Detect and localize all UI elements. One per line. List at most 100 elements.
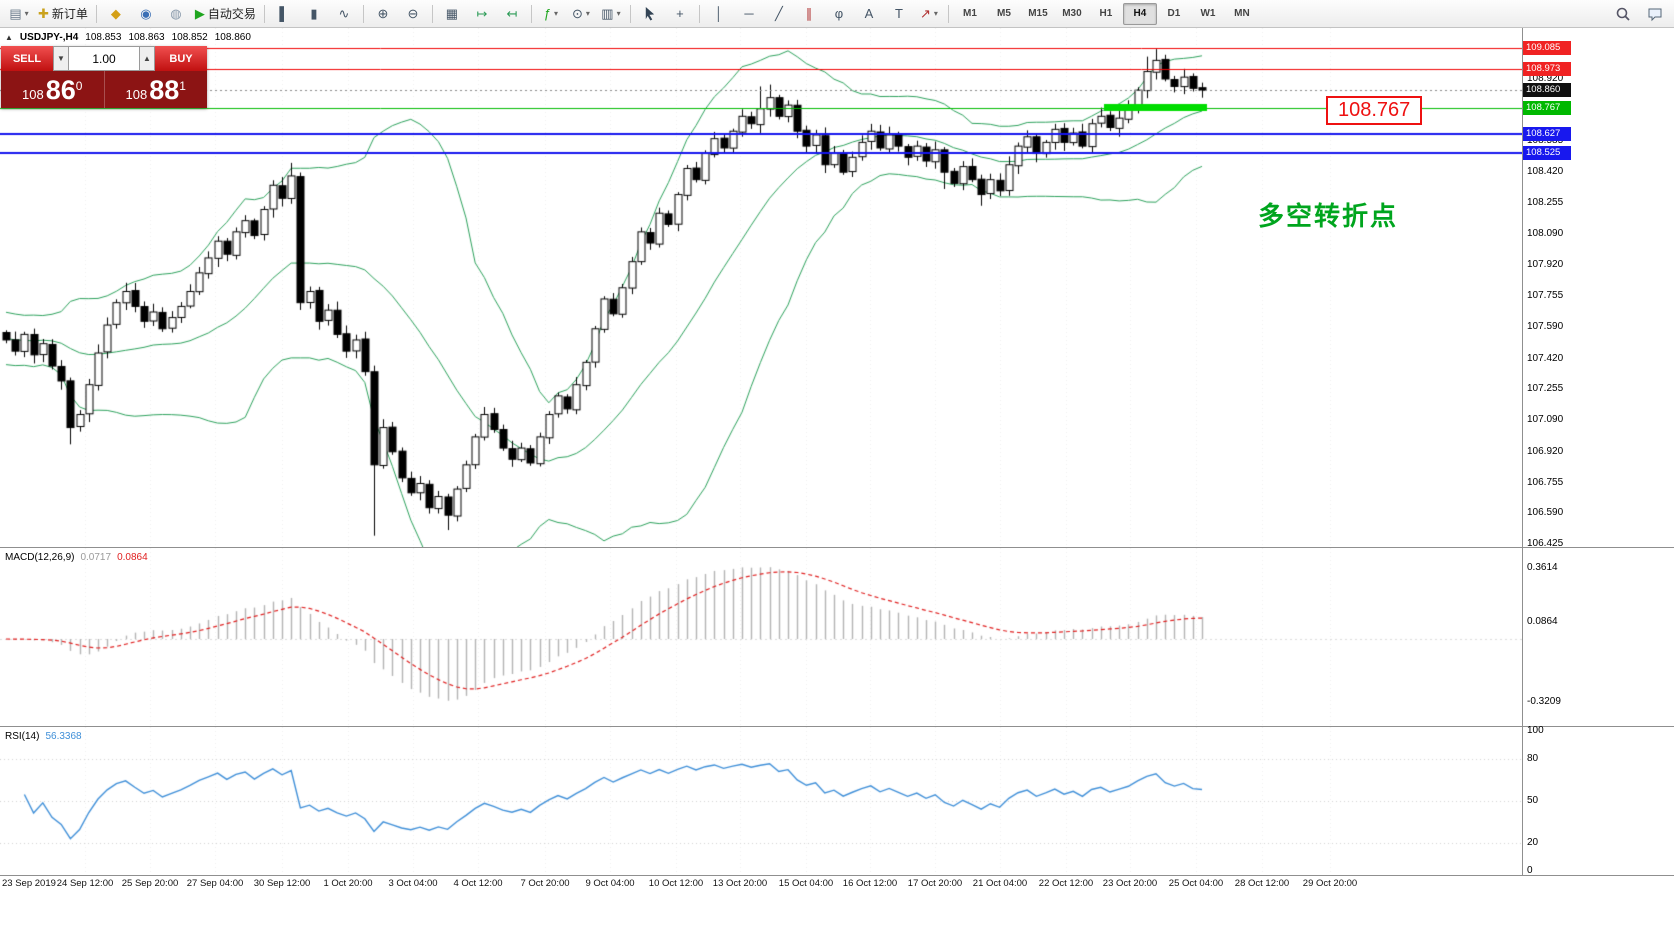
fibonacci-button[interactable]: φ [824, 2, 854, 26]
zoom-out-button[interactable]: ⊖ [398, 2, 428, 26]
timeframe-mn-button[interactable]: MN [1234, 8, 1250, 19]
timeframe-m1-button[interactable]: M1 [962, 8, 977, 19]
bar-chart-button[interactable]: ▌ [269, 2, 299, 26]
timeframe-m15-button[interactable]: M15 [1028, 8, 1048, 19]
main-chart-canvas[interactable] [0, 28, 1522, 547]
time-tick-label: 3 Oct 04:00 [388, 878, 438, 889]
crosshair-icon: + [676, 6, 684, 21]
volume-decrease-button[interactable]: ▼ [53, 46, 69, 71]
crosshair-button[interactable]: + [665, 2, 695, 26]
candlestick-chart-button[interactable]: ▮ [299, 2, 329, 26]
vertical-line-button[interactable]: │ [704, 2, 734, 26]
one-click-trading-panel: SELL ▼ ▲ BUY 108 86 0 108 88 1 [1, 46, 207, 108]
timeframe-w1-button[interactable]: W1 [1200, 8, 1216, 19]
search-icon [1615, 6, 1631, 22]
price-scale-label: 108.920 [1527, 73, 1564, 84]
volume-input[interactable] [69, 47, 139, 70]
label-icon: T [894, 6, 903, 21]
volume-field-wrap [69, 46, 139, 71]
chat-icon [1647, 6, 1663, 22]
price-scale-label: 107.590 [1527, 320, 1564, 332]
timeframe-m30-button[interactable]: M30 [1062, 8, 1082, 19]
arrows-button[interactable]: ↗ ▾ [914, 2, 944, 26]
cursor-button[interactable] [635, 2, 665, 26]
templates-button[interactable]: ▥ ▾ [596, 2, 626, 26]
line-chart-button[interactable]: ∿ [329, 2, 359, 26]
bid-price[interactable]: 108 86 0 [1, 71, 104, 108]
search-button[interactable] [1608, 2, 1638, 26]
caret-down-icon: ▾ [616, 9, 621, 18]
time-tick-label: 1 Oct 20:00 [323, 878, 373, 889]
toolbar-right [1608, 2, 1670, 26]
fibonacci-icon: φ [834, 6, 844, 21]
price-annotation-box[interactable]: 108.767 [1326, 96, 1423, 125]
toolbar-separator [530, 4, 532, 23]
chat-button[interactable] [1640, 2, 1670, 26]
bar-chart-icon: ▌ [279, 6, 289, 21]
macd-panel-canvas[interactable] [0, 548, 1522, 726]
auto-scroll-button[interactable]: ↦ [467, 2, 497, 26]
indicators-icon: ƒ [543, 6, 552, 21]
terminal-icon: ◍ [170, 6, 182, 21]
label-button[interactable]: T [884, 2, 914, 26]
panel-separator[interactable] [0, 726, 1674, 727]
horizontal-line-button[interactable]: ─ [734, 2, 764, 26]
rsi-panel-canvas[interactable] [0, 727, 1522, 875]
toolbar-separator [263, 4, 265, 23]
timeframe-m5-button[interactable]: M5 [996, 8, 1011, 19]
tile-windows-button[interactable]: ▦ [437, 2, 467, 26]
autotrade-icon: ▶ [194, 6, 205, 21]
time-tick-label: 7 Oct 20:00 [520, 878, 570, 889]
zoom-in-icon: ⊕ [377, 6, 389, 21]
rsi-header: RSI(14) 56.3368 [5, 731, 82, 742]
zoom-in-button[interactable]: ⊕ [368, 2, 398, 26]
price-scale-label: 107.090 [1527, 414, 1564, 426]
timeframe-h1-button[interactable]: H1 [1099, 8, 1113, 19]
time-tick-label: 27 Sep 04:00 [186, 878, 244, 889]
macd-main-value: 0.0717 [80, 552, 112, 563]
ask-price[interactable]: 108 88 1 [103, 71, 208, 108]
price-scale-label: 107.920 [1527, 259, 1564, 271]
indicators-button[interactable]: ƒ ▾ [536, 2, 566, 26]
timeframe-h4-button[interactable]: H4 [1122, 2, 1157, 25]
time-tick-label: 9 Oct 04:00 [585, 878, 635, 889]
volume-increase-button[interactable]: ▲ [139, 46, 155, 71]
time-tick-label: 21 Oct 04:00 [972, 878, 1028, 889]
time-tick-label: 23 Sep 2019 [2, 878, 56, 889]
toolbar-groups: ▤ ▾ ✚ 新订单 ◆ ◉ ◍ ▶ 自动交易 ▌ ▮ ∿ ⊕ ⊖ ▦ ↦ ↤ ƒ ▾ ⊙ ▾ ▥ ▾ + │ ─ ╱ ∥ φ A T ↗ ▾ M1… [4, 2, 1259, 26]
bid-sup: 0 [75, 79, 83, 93]
price-tag: 108.973 [1523, 62, 1571, 77]
text-button[interactable]: A [854, 2, 884, 26]
new-order-button[interactable]: ✚ 新订单 [34, 2, 92, 26]
channel-button[interactable]: ∥ [794, 2, 824, 26]
sell-button[interactable]: SELL [1, 46, 53, 71]
time-tick-label: 15 Oct 04:00 [778, 878, 834, 889]
chart-shift-button[interactable]: ↤ [497, 2, 527, 26]
new-chart-button[interactable]: ▤ ▾ [4, 2, 34, 26]
timeframe-d1-button[interactable]: D1 [1167, 8, 1181, 19]
bid-big: 86 [45, 75, 76, 105]
price-tag: 109.085 [1523, 41, 1571, 56]
one-click-toggle-icon[interactable]: ▲ [5, 33, 13, 42]
price-scale-label: 108.585 [1527, 135, 1564, 147]
turning-point-label[interactable]: 多空转折点 [1258, 201, 1399, 231]
periods-button[interactable]: ⊙ ▾ [566, 2, 596, 26]
rsi-name: RSI(14) [5, 731, 40, 742]
time-tick-label: 4 Oct 12:00 [453, 878, 503, 889]
zoom-out-icon: ⊖ [407, 6, 419, 21]
rsi-axis-label: 20 [1527, 837, 1539, 848]
autotrade-button[interactable]: ▶ 自动交易 [191, 2, 260, 26]
navigator-button[interactable]: ◉ [131, 2, 161, 26]
terminal-button[interactable]: ◍ [161, 2, 191, 26]
market-watch-button[interactable]: ◆ [101, 2, 131, 26]
trendline-button[interactable]: ╱ [764, 2, 794, 26]
time-tick-label: 25 Oct 04:00 [1168, 878, 1224, 889]
panel-separator[interactable] [0, 547, 1674, 548]
time-tick-label: 28 Oct 12:00 [1234, 878, 1290, 889]
price-tag: 108.525 [1523, 145, 1571, 160]
trendline-icon: ╱ [775, 6, 783, 21]
bid-base: 108 [22, 86, 44, 102]
rsi-axis-label: 50 [1527, 795, 1539, 806]
candlestick-chart-icon: ▮ [310, 6, 318, 21]
buy-button[interactable]: BUY [155, 46, 207, 71]
